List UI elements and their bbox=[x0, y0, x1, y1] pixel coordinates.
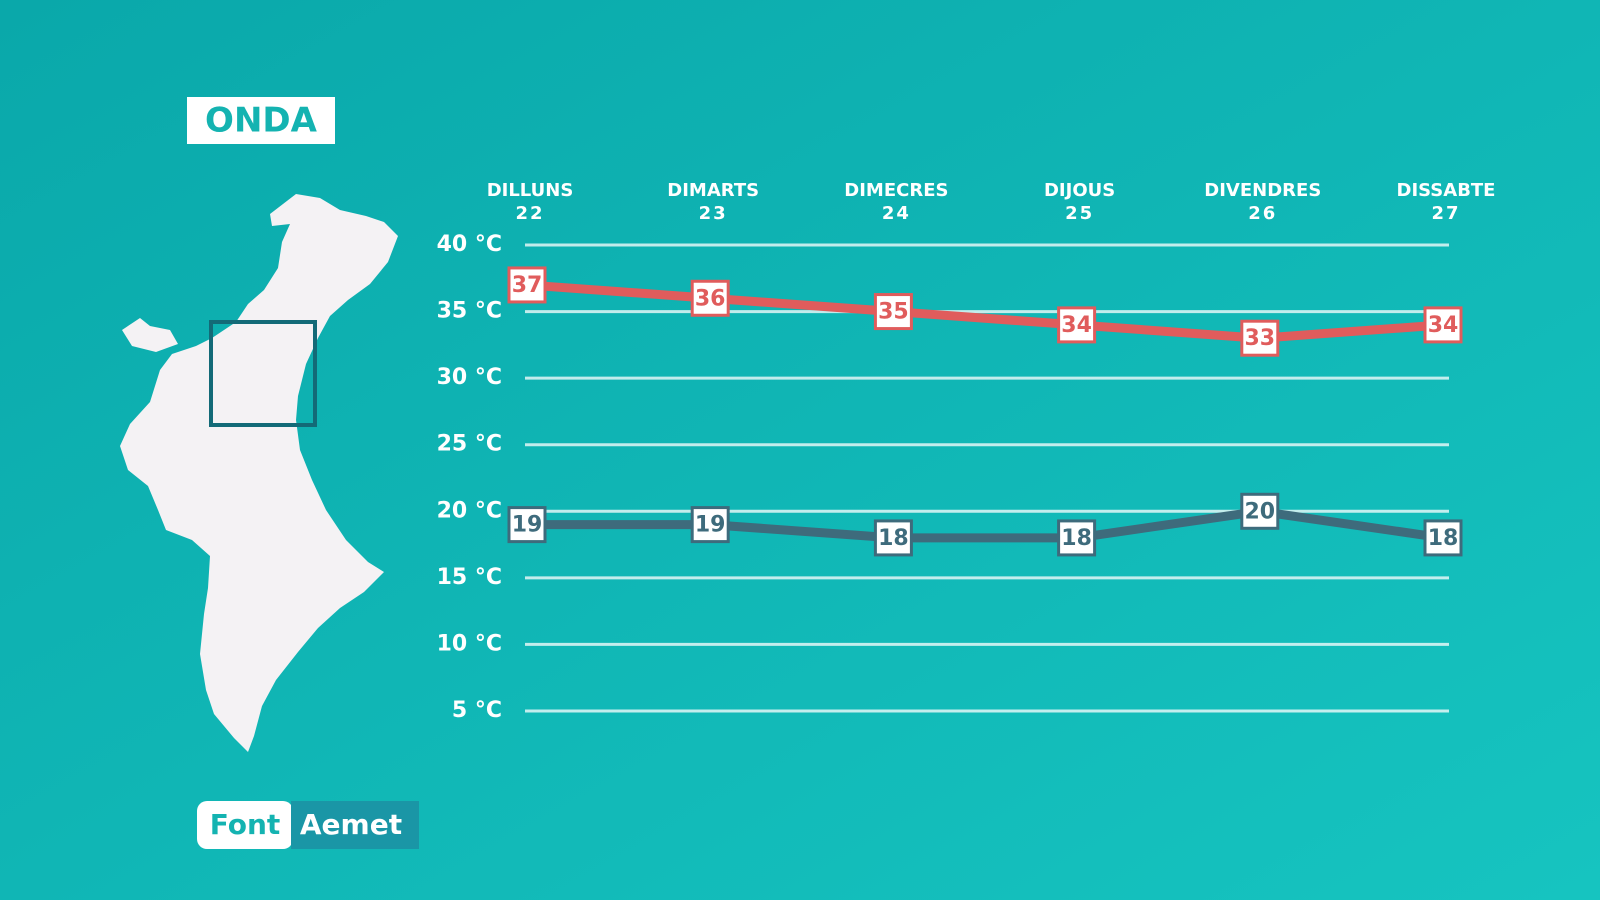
source: Aemet bbox=[300, 808, 402, 841]
day-date: 25 bbox=[1065, 203, 1094, 224]
map-highlight bbox=[209, 320, 317, 427]
point-marker bbox=[1057, 306, 1097, 344]
point-marker bbox=[507, 506, 547, 544]
day-name: DILLUNS bbox=[487, 180, 574, 201]
point-marker bbox=[507, 266, 547, 304]
y-tick-label: 20 °C bbox=[437, 498, 502, 523]
data-label: 34 bbox=[1061, 313, 1092, 338]
source-label: Font bbox=[210, 808, 281, 841]
y-tick-label: 30 °C bbox=[437, 365, 502, 390]
day-date: 22 bbox=[515, 203, 544, 224]
source-label-box bbox=[197, 801, 293, 849]
y-tick-label: 40 °C bbox=[437, 232, 502, 257]
data-label: 20 bbox=[1244, 499, 1275, 524]
point-marker bbox=[690, 279, 730, 317]
data-label: 18 bbox=[878, 526, 909, 551]
data-label: 34 bbox=[1428, 313, 1459, 338]
data-label: 18 bbox=[1061, 526, 1092, 551]
day-name: DIJOUS bbox=[1044, 180, 1115, 201]
point-marker bbox=[1423, 519, 1463, 557]
data-label: 33 bbox=[1244, 326, 1275, 351]
y-tick-label: 15 °C bbox=[437, 565, 502, 590]
day-name: DISSABTE bbox=[1397, 180, 1496, 201]
y-tick-label: 35 °C bbox=[437, 299, 502, 324]
point-marker bbox=[873, 293, 913, 331]
data-label: 37 bbox=[512, 273, 543, 298]
day-date: 26 bbox=[1248, 203, 1277, 224]
point-marker bbox=[873, 519, 913, 557]
point-marker bbox=[1240, 319, 1280, 357]
point-marker bbox=[690, 506, 730, 544]
data-label: 36 bbox=[695, 286, 726, 311]
point-marker bbox=[1240, 492, 1280, 530]
series-line bbox=[527, 506, 1444, 543]
data-label: 18 bbox=[1428, 526, 1459, 551]
region-map bbox=[120, 194, 398, 752]
y-tick-label: 25 °C bbox=[437, 432, 502, 457]
series-line bbox=[526, 280, 1444, 343]
day-name: DIMECRES bbox=[844, 180, 948, 201]
data-label: 35 bbox=[878, 300, 909, 325]
data-label: 19 bbox=[695, 513, 726, 538]
day-name: DIMARTS bbox=[667, 180, 759, 201]
y-tick-label: 10 °C bbox=[437, 631, 502, 656]
data-label: 19 bbox=[512, 513, 543, 538]
day-name: DIVENDRES bbox=[1204, 180, 1321, 201]
day-date: 23 bbox=[699, 203, 728, 224]
location: ONDA bbox=[205, 101, 318, 141]
day-date: 27 bbox=[1431, 203, 1460, 224]
y-tick-label: 5 °C bbox=[452, 698, 502, 723]
point-marker bbox=[1423, 306, 1463, 344]
location-box bbox=[187, 97, 335, 144]
point-marker bbox=[1057, 519, 1097, 557]
source-box bbox=[291, 801, 419, 849]
day-date: 24 bbox=[882, 203, 911, 224]
